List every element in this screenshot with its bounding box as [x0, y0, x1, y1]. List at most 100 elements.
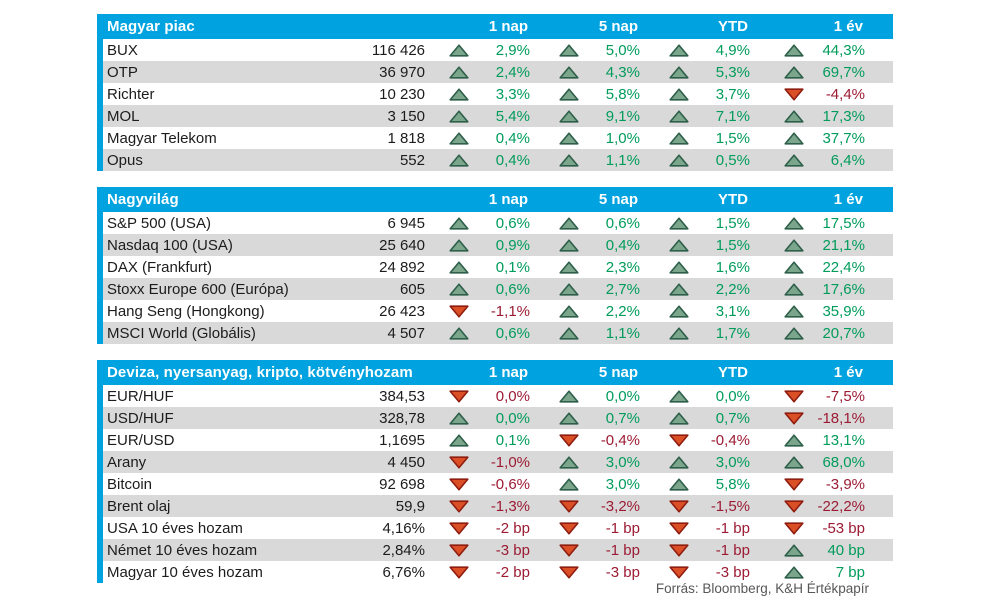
- change-cell: 17,6%: [750, 281, 865, 298]
- arrow-up-icon: [784, 216, 804, 230]
- arrow-up-icon: [449, 87, 469, 101]
- change-cell: 0,0%: [640, 388, 750, 405]
- change-value: 69,7%: [822, 63, 865, 81]
- table-row: Német 10 éves hozam 2,84% -3 bp -1 bp -1 bp 4…: [97, 539, 893, 561]
- change-cell: 0,4%: [425, 130, 530, 147]
- instrument-name: Hang Seng (Hongkong): [107, 302, 265, 320]
- market-tables: Magyar piac 1 nap 5 nap YTD 1 év BUX 116 426 2,…: [97, 14, 893, 599]
- table-row: Magyar 10 éves hozam 6,76% -2 bp -3 bp -3 bp…: [97, 561, 893, 583]
- change-value: 9,1%: [605, 107, 640, 125]
- change-cell: 0,7%: [640, 410, 750, 427]
- arrow-up-icon: [784, 433, 804, 447]
- arrow-up-icon: [559, 153, 579, 167]
- change-value: -1,0%: [490, 453, 530, 471]
- change-cell: 5,8%: [530, 86, 640, 103]
- arrow-down-icon: [449, 304, 469, 318]
- arrow-down-icon: [559, 543, 579, 557]
- arrow-up-icon: [449, 65, 469, 79]
- arrow-down-icon: [449, 455, 469, 469]
- change-cell: 5,3%: [640, 64, 750, 81]
- change-cell: -1,0%: [425, 454, 530, 471]
- instrument-name: USD/HUF: [107, 409, 174, 427]
- arrow-up-icon: [784, 109, 804, 123]
- change-cell: 1,0%: [530, 130, 640, 147]
- change-value: 0,6%: [495, 280, 530, 298]
- change-value: 37,7%: [822, 129, 865, 147]
- column-header: YTD: [718, 364, 748, 381]
- change-cell: -1,3%: [425, 498, 530, 515]
- arrow-up-icon: [559, 304, 579, 318]
- change-cell: 0,6%: [425, 281, 530, 298]
- change-value: 1,1%: [605, 151, 640, 169]
- instrument-name: EUR/HUF: [107, 387, 174, 405]
- arrow-up-icon: [449, 109, 469, 123]
- change-value: 21,1%: [822, 236, 865, 254]
- change-cell: 2,3%: [530, 259, 640, 276]
- change-value: 3,7%: [715, 85, 750, 103]
- change-cell: -7,5%: [750, 388, 865, 405]
- change-value: -3 bp: [495, 541, 530, 559]
- change-cell: 3,0%: [530, 476, 640, 493]
- change-value: -1,5%: [710, 497, 750, 515]
- change-cell: 2,4%: [425, 64, 530, 81]
- instrument-value: 552: [399, 151, 425, 169]
- change-cell: -0,4%: [530, 432, 640, 449]
- section-accent-bar: [97, 360, 103, 583]
- change-cell: -53 bp: [750, 520, 865, 537]
- change-cell: 1,5%: [640, 237, 750, 254]
- change-value: 1,6%: [715, 258, 750, 276]
- arrow-up-icon: [784, 260, 804, 274]
- instrument-value: 4 450: [387, 453, 425, 471]
- arrow-up-icon: [669, 109, 689, 123]
- arrow-up-icon: [669, 411, 689, 425]
- change-value: 0,7%: [715, 409, 750, 427]
- column-header: 5 nap: [598, 191, 638, 208]
- arrow-down-icon: [559, 433, 579, 447]
- arrow-up-icon: [669, 238, 689, 252]
- change-cell: 9,1%: [530, 108, 640, 125]
- arrow-up-icon: [449, 282, 469, 296]
- change-value: 3,3%: [495, 85, 530, 103]
- change-value: 6,4%: [830, 151, 865, 169]
- column-header: 1 nap: [488, 364, 528, 381]
- instrument-value: 92 698: [379, 475, 425, 493]
- arrow-up-icon: [559, 282, 579, 296]
- instrument-value: 24 892: [379, 258, 425, 276]
- change-cell: 40 bp: [750, 542, 865, 559]
- arrow-up-icon: [669, 389, 689, 403]
- change-value: 0,5%: [715, 151, 750, 169]
- arrow-up-icon: [559, 109, 579, 123]
- change-value: 0,4%: [605, 236, 640, 254]
- arrow-up-icon: [449, 131, 469, 145]
- instrument-name: OTP: [107, 63, 138, 81]
- change-value: 2,9%: [495, 41, 530, 59]
- change-value: 5,0%: [605, 41, 640, 59]
- change-value: 35,9%: [822, 302, 865, 320]
- change-cell: 0,7%: [530, 410, 640, 427]
- change-cell: 2,2%: [530, 303, 640, 320]
- arrow-down-icon: [449, 521, 469, 535]
- arrow-up-icon: [449, 43, 469, 57]
- arrow-up-icon: [784, 304, 804, 318]
- change-cell: 0,6%: [530, 215, 640, 232]
- arrow-up-icon: [784, 543, 804, 557]
- change-value: 0,0%: [715, 387, 750, 405]
- change-value: 22,4%: [822, 258, 865, 276]
- change-cell: 5,8%: [640, 476, 750, 493]
- arrow-up-icon: [559, 260, 579, 274]
- instrument-value: 10 230: [379, 85, 425, 103]
- instrument-name: DAX (Frankfurt): [107, 258, 213, 276]
- arrow-down-icon: [784, 87, 804, 101]
- change-value: -1,1%: [490, 302, 530, 320]
- table-row: Hang Seng (Hongkong) 26 423 -1,1% 2,2% 3,1% 3…: [97, 300, 893, 322]
- change-value: -1 bp: [605, 541, 640, 559]
- table-row: Bitcoin 92 698 -0,6% 3,0% 5,8% -3,9%: [97, 473, 893, 495]
- instrument-value: 6,76%: [382, 563, 425, 581]
- column-header: YTD: [718, 18, 748, 35]
- change-cell: -1 bp: [640, 520, 750, 537]
- table-row: USA 10 éves hozam 4,16% -2 bp -1 bp -1 bp -53…: [97, 517, 893, 539]
- change-value: 2,3%: [605, 258, 640, 276]
- section-accent-bar: [97, 187, 103, 344]
- change-cell: 3,0%: [640, 454, 750, 471]
- change-value: 4,3%: [605, 63, 640, 81]
